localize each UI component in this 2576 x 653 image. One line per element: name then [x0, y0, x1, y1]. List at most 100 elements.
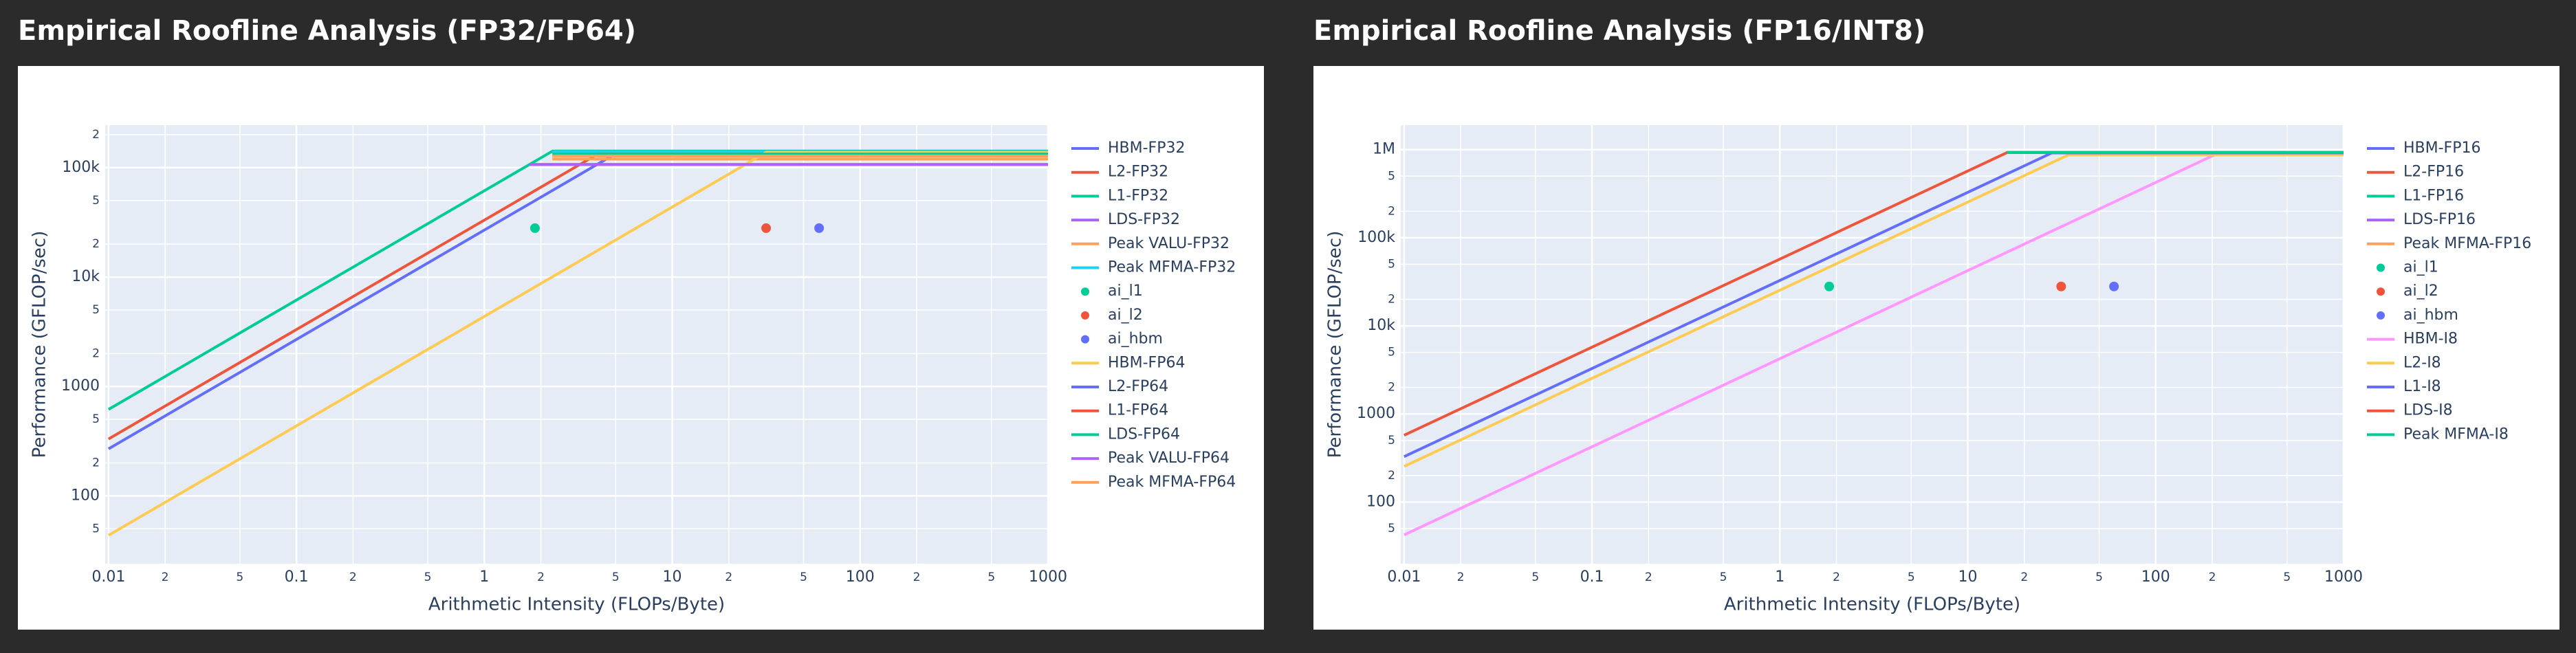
x-tick-label: 5: [2283, 571, 2291, 584]
y-tick-label: 2: [1388, 292, 1395, 306]
legend-label: ai_l1: [1108, 283, 1143, 300]
y-tick-label: 5: [1388, 522, 1395, 535]
panel-title: Empirical Roofline Analysis (FP32/FP64): [18, 15, 636, 47]
chart-panel: Empirical Roofline Analysis (FP16/INT8) 0…: [1313, 15, 2559, 630]
x-tick-label: 2: [162, 571, 169, 584]
legend-label: Peak VALU-FP32: [1108, 235, 1230, 252]
x-tick-label: 100: [846, 568, 875, 586]
y-tick-label: 1000: [1357, 405, 1395, 422]
x-tick-label: 0.01: [1387, 568, 1421, 586]
x-tick-label: 1000: [1029, 568, 1067, 586]
legend-label: LDS-FP16: [2403, 211, 2476, 228]
legend-symbol: [2377, 287, 2385, 296]
x-tick-label: 5: [800, 571, 807, 584]
y-tick-label: 2: [92, 456, 100, 469]
chart-panel: Empirical Roofline Analysis (FP32/FP64) 0…: [18, 15, 1264, 630]
legend-label: HBM-I8: [2403, 331, 2458, 348]
x-tick-label: 0.01: [91, 568, 125, 586]
roofline: [107, 151, 1048, 537]
legend-label: LDS-FP64: [1108, 425, 1180, 443]
y-tick-label: 2: [92, 346, 100, 360]
x-tick-label: 5: [1908, 571, 1915, 584]
x-tick-label: 2: [725, 571, 732, 584]
x-tick-label: 1000: [2324, 568, 2363, 586]
legend-symbol: [2377, 311, 2385, 320]
y-tick-label: 5: [1388, 257, 1395, 271]
x-tick-label: 10: [663, 568, 682, 586]
x-tick-label: 5: [1531, 571, 1539, 584]
panel-title: Empirical Roofline Analysis (FP16/INT8): [1313, 15, 1925, 47]
y-axis-title: Performance (GFLOP/sec): [1325, 231, 1346, 458]
x-tick-label: 2: [1833, 571, 1840, 584]
legend-label: L2-I8: [2403, 354, 2441, 371]
x-tick-label: 1: [1775, 568, 1784, 586]
legend-label: LDS-I8: [2403, 402, 2453, 419]
legend-label: ai_hbm: [2403, 307, 2458, 324]
y-tick-label: 5: [1388, 169, 1395, 183]
y-tick-label: 100k: [62, 159, 100, 176]
legend-label: L2-FP64: [1108, 378, 1168, 395]
plot-area: [1401, 125, 2344, 564]
x-tick-label: 5: [1720, 571, 1727, 584]
x-tick-label: 2: [349, 571, 357, 584]
legend-label: L1-FP64: [1108, 402, 1168, 419]
x-axis-title: Arithmetic Intensity (FLOPs/Byte): [1724, 595, 2020, 615]
x-tick-label: 5: [2095, 571, 2103, 584]
x-tick-label: 2: [2020, 571, 2028, 584]
legend-label: Peak VALU-FP64: [1108, 450, 1230, 467]
y-tick-label: 5: [1388, 346, 1395, 359]
legend-label: L2-FP32: [1108, 164, 1168, 181]
legend-label: ai_l1: [2403, 259, 2438, 276]
legend-symbol: [1081, 311, 1089, 320]
y-tick-label: 5: [92, 194, 100, 208]
ai-point: [761, 223, 772, 233]
legend-label: L2-FP16: [2403, 164, 2464, 181]
y-tick-label: 2: [1388, 381, 1395, 395]
ai-point: [814, 223, 825, 233]
x-tick-label: 10: [1958, 568, 1978, 586]
legend-symbol: [1081, 287, 1089, 296]
legend-label: Peak MFMA-FP16: [2403, 235, 2531, 252]
y-tick-label: 2: [92, 128, 100, 142]
y-tick-label: 10k: [1367, 317, 1395, 334]
legend-label: HBM-FP16: [2403, 140, 2480, 157]
ai-point: [2109, 281, 2119, 291]
ai-point: [1824, 281, 1835, 291]
y-axis-title: Performance (GFLOP/sec): [30, 231, 50, 458]
x-axis-title: Arithmetic Intensity (FLOPs/Byte): [428, 595, 725, 615]
x-tick-label: 2: [1645, 571, 1652, 584]
legend-label: Peak MFMA-I8: [2403, 425, 2509, 443]
y-tick-label: 5: [1388, 434, 1395, 447]
x-tick-label: 2: [1457, 571, 1465, 584]
legend-label: ai_hbm: [1108, 331, 1163, 348]
legend-symbol: [1081, 335, 1089, 344]
x-tick-label: 5: [424, 571, 432, 584]
x-tick-label: 5: [987, 571, 995, 584]
x-tick-label: 5: [236, 571, 243, 584]
legend-label: Peak MFMA-FP32: [1108, 259, 1236, 276]
legend-label: L1-FP32: [1108, 187, 1168, 204]
x-tick-label: 2: [537, 571, 545, 584]
y-tick-label: 2: [92, 237, 100, 251]
y-tick-label: 2: [1388, 204, 1395, 218]
y-tick-label: 1M: [1373, 141, 1395, 158]
roofline: [1403, 153, 2344, 468]
y-tick-label: 5: [92, 412, 100, 426]
y-tick-label: 5: [92, 303, 100, 317]
x-tick-label: 2: [913, 571, 921, 584]
y-tick-label: 100k: [1357, 229, 1395, 246]
y-tick-label: 10k: [72, 268, 100, 285]
legend-label: HBM-FP64: [1108, 354, 1185, 371]
y-tick-label: 100: [71, 487, 100, 504]
legend-label: Peak MFMA-FP64: [1108, 474, 1236, 491]
legend-label: LDS-FP32: [1108, 211, 1180, 228]
legend-label: ai_l2: [1108, 307, 1143, 324]
x-tick-label: 0.1: [1580, 568, 1604, 586]
y-tick-label: 1000: [61, 377, 100, 395]
x-tick-label: 2: [2209, 571, 2216, 584]
legend-label: L1-FP16: [2403, 187, 2464, 204]
y-tick-label: 2: [1388, 469, 1395, 483]
y-tick-label: 5: [92, 522, 100, 535]
plot-area: [105, 125, 1048, 564]
x-tick-label: 0.1: [285, 568, 309, 586]
